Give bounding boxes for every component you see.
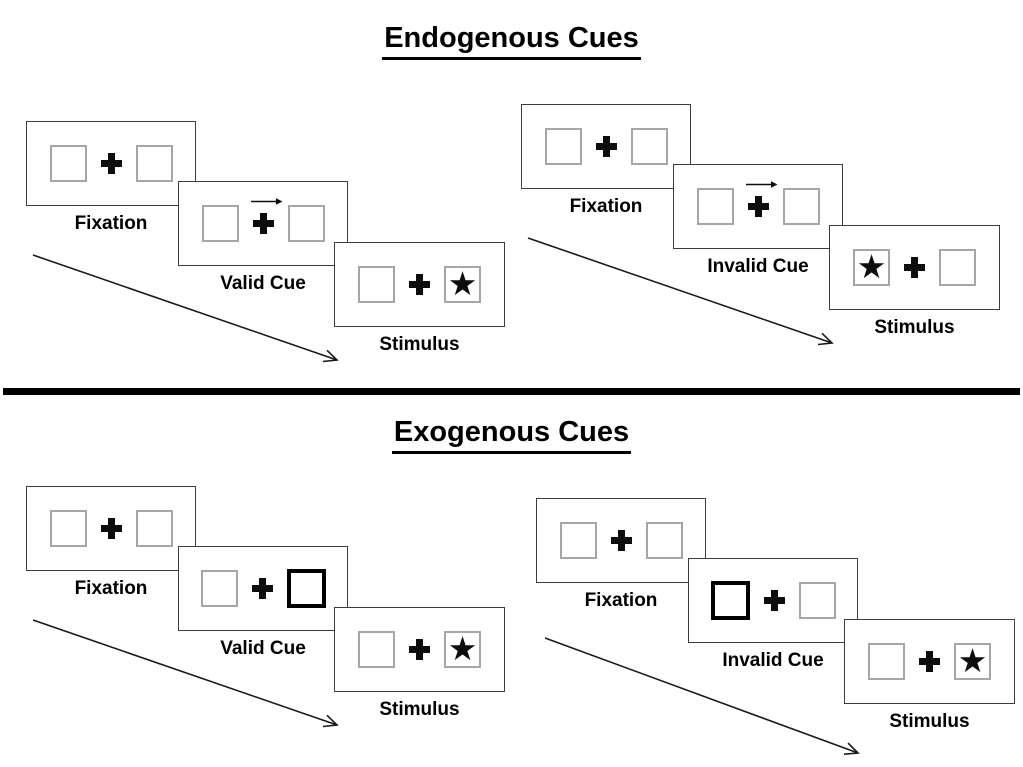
target-star-icon: ★	[447, 629, 478, 668]
stimulus-panel: ★	[334, 607, 505, 692]
fixation-panel	[536, 498, 706, 583]
placeholder-box-left	[201, 205, 239, 242]
trial-exogenous-valid: Fixation Valid Cue ★ Stimulus	[26, 486, 506, 748]
fixation-cross-icon	[763, 590, 785, 611]
exogenous-section-title: Exogenous Cues	[0, 416, 1023, 455]
fixation-label: Fixation	[74, 578, 148, 599]
target-star-icon: ★	[957, 641, 988, 680]
trial-exogenous-invalid: Fixation Invalid Cue ★ Stimulus	[536, 498, 1016, 760]
placeholder-box-right	[135, 145, 173, 182]
placeholder-box-left	[544, 128, 582, 165]
timeline-arrow-icon	[544, 637, 860, 755]
cue-highlight-box	[710, 581, 750, 620]
placeholder-box-right: ★	[444, 266, 481, 303]
cue-arrow-icon	[250, 198, 282, 205]
cue-label: Invalid Cue	[707, 256, 809, 277]
fixation-cross-icon	[595, 136, 617, 157]
placeholder-box-left	[358, 631, 395, 668]
section-divider	[3, 388, 1020, 395]
placeholder-box-right	[135, 510, 173, 547]
fixation-cross-icon	[409, 639, 430, 660]
placeholder-box-left	[200, 570, 238, 607]
stimulus-label: Stimulus	[874, 317, 955, 338]
target-star-icon: ★	[447, 264, 478, 303]
fixation-panel	[26, 486, 196, 571]
placeholder-box-left	[868, 643, 905, 680]
fixation-cross-icon	[610, 530, 632, 551]
placeholder-box-right	[798, 582, 836, 619]
placeholder-box-left	[559, 522, 597, 559]
cue-highlight-box	[286, 569, 326, 608]
fixation-cross-icon	[100, 153, 122, 174]
cue-arrow-icon	[745, 181, 777, 188]
stimulus-label: Stimulus	[379, 334, 460, 355]
placeholder-box-right	[630, 128, 668, 165]
endogenous-section-title-text: Endogenous Cues	[382, 22, 641, 61]
stimulus-label: Stimulus	[379, 699, 460, 720]
fixation-cross-icon	[745, 181, 777, 217]
fixation-cross-icon	[250, 198, 282, 234]
cue-panel	[673, 164, 843, 249]
exogenous-section-title-text: Exogenous Cues	[391, 416, 632, 455]
endogenous-section-title: Endogenous Cues	[0, 22, 1023, 61]
placeholder-box-right: ★	[954, 643, 991, 680]
placeholder-box-left	[358, 266, 395, 303]
stimulus-label: Stimulus	[889, 711, 970, 732]
cue-panel	[178, 181, 348, 266]
fixation-label: Fixation	[74, 213, 148, 234]
placeholder-box-left	[49, 510, 87, 547]
cue-panel	[178, 546, 348, 631]
fixation-cross-icon	[904, 257, 925, 278]
target-star-icon: ★	[856, 247, 887, 286]
fixation-cross-icon	[251, 578, 273, 599]
fixation-label: Fixation	[569, 196, 643, 217]
placeholder-box-left	[49, 145, 87, 182]
placeholder-box-right	[939, 249, 976, 286]
cue-label: Valid Cue	[220, 638, 306, 659]
fixation-cross-icon	[409, 274, 430, 295]
placeholder-box-left: ★	[853, 249, 890, 286]
stimulus-panel: ★	[844, 619, 1015, 704]
placeholder-box-right	[287, 205, 325, 242]
fixation-label: Fixation	[584, 590, 658, 611]
timeline-arrow-icon	[527, 237, 834, 346]
timeline-arrow-icon	[32, 254, 339, 363]
fixation-panel	[521, 104, 691, 189]
placeholder-box-right	[645, 522, 683, 559]
stimulus-panel: ★	[334, 242, 505, 327]
timeline-arrow-icon	[32, 619, 339, 728]
placeholder-box-left	[696, 188, 734, 225]
trial-endogenous-invalid: Fixation Invalid Cue ★ Stimulus	[521, 104, 1001, 366]
fixation-cross-icon	[100, 518, 122, 539]
trial-endogenous-valid: Fixation Valid Cue ★ Stimulus	[26, 121, 506, 383]
cue-label: Valid Cue	[220, 273, 306, 294]
cue-label: Invalid Cue	[722, 650, 824, 671]
fixation-cross-icon	[919, 651, 940, 672]
cue-panel	[688, 558, 858, 643]
fixation-panel	[26, 121, 196, 206]
placeholder-box-right	[782, 188, 820, 225]
stimulus-panel: ★	[829, 225, 1000, 310]
placeholder-box-right: ★	[444, 631, 481, 668]
